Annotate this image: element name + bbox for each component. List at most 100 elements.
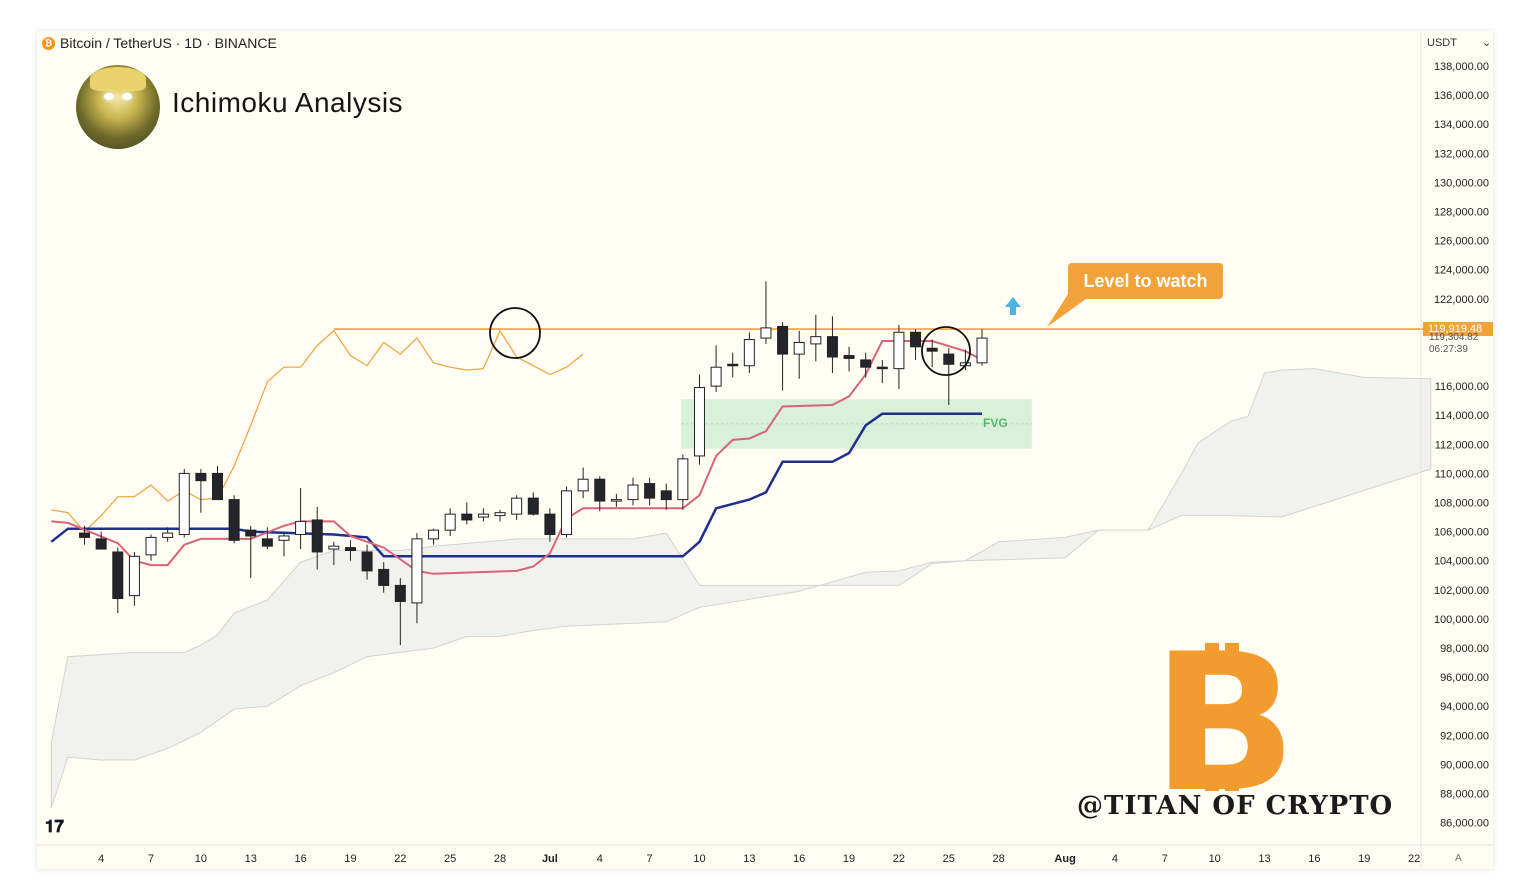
candle-body [677,458,689,501]
candle [943,348,955,406]
candle [810,314,822,362]
candle [212,466,223,501]
candle [344,540,356,561]
up-arrow-icon [1005,297,1021,315]
candle-body [727,363,739,367]
candle-body [577,478,589,492]
candle-body [477,513,489,518]
candle-body [893,331,905,370]
candle [876,359,888,384]
y-tick-label: 132,000.00 [1434,148,1489,160]
author-avatar [76,65,160,149]
candles-layer[interactable] [79,281,988,646]
candle-body [344,547,356,552]
y-tick-label: 96,000.00 [1440,672,1489,684]
candle [693,374,705,465]
candle [760,281,772,344]
chart-canvas[interactable]: 138,000.00 136,000.00 134,000.00 132,000.00… [37,31,1493,869]
candle [610,493,622,507]
tradingview-logo[interactable]: 𝟏𝟕 [45,817,64,836]
candle [494,509,506,522]
x-tick-label: 13 [1258,853,1270,865]
y-tick-label: 136,000.00 [1434,90,1489,102]
axes-layer: 138,000.00 136,000.00 134,000.00 132,000.00… [37,31,1493,869]
y-tick-label: 124,000.00 [1434,265,1489,277]
y-tick-label: 106,000.00 [1434,527,1489,539]
candle [278,533,290,557]
candle [328,541,340,566]
y-tick-label: 90,000.00 [1440,759,1489,771]
candle [228,495,240,544]
candle [112,547,124,614]
candle [461,502,473,525]
x-tick-label: 10 [1209,853,1221,865]
highlight-circle-left [489,307,541,359]
current-price-tag: 119,919.48 [1423,322,1493,336]
candle-body [644,483,656,499]
candle [644,477,656,506]
candle [128,551,140,606]
candle-body [777,325,789,355]
candle [511,495,523,520]
bitcoin-logo: B [1152,613,1297,834]
y-tick-label: 114,000.00 [1435,410,1489,422]
y-tick-label: 134,000.00 [1434,119,1489,131]
x-tick-label: 10 [195,853,207,865]
candle-body [195,472,207,482]
candle-body [793,341,805,355]
analysis-title: Ichimoku Analysis [172,87,404,118]
candle-body [943,353,955,365]
y-tick-label: 112,000.00 [1435,439,1489,451]
x-tick-label: 4 [98,853,104,865]
y-tick-label: 98,000.00 [1440,643,1489,655]
candle [577,467,589,499]
bitcoin-logo-bar-bottom-right [1225,765,1239,791]
candle [295,487,307,550]
candle [976,329,988,366]
candle [361,544,373,580]
x-tick-label: Aug [1054,853,1075,865]
y-tick-label: 86,000.00 [1440,818,1489,830]
candle-body [112,551,124,600]
x-tick-label: 19 [1358,853,1370,865]
bar-countdown: 06:27:39 [1429,344,1468,355]
candle [594,476,606,512]
x-tick-label: 25 [943,853,955,865]
candle [178,469,190,538]
candle-body [311,519,323,553]
currency-selector[interactable]: USDT ⌄ [1427,36,1492,50]
x-tick-label: 7 [1162,853,1168,865]
y-tick-label: 102,000.00 [1434,585,1489,597]
candle-body [212,472,223,501]
candle-body [511,497,523,515]
candle [743,332,755,374]
candle [826,316,838,374]
ichimoku-cloud-layer [50,368,1432,809]
candle-body [594,478,606,502]
level-to-watch-label: Level to watch [1068,263,1223,299]
candle [145,534,157,561]
avatar-eye-right [122,93,132,100]
x-tick-label: 25 [444,853,456,865]
chevron-down-icon: ⌄ [1481,37,1492,49]
x-tick-label: 19 [843,853,855,865]
y-tick-label: 94,000.00 [1440,701,1489,713]
candle-body [278,535,290,541]
symbol-title-bar[interactable]: ₿ Bitcoin / TetherUS · 1D · BINANCE [42,35,277,51]
bitcoin-logo-bar-bottom-left [1205,765,1219,791]
y-tick-label: 100,000.00 [1434,614,1489,626]
x-tick-label: 16 [793,853,805,865]
candle-body [743,339,755,367]
auto-scale-button[interactable]: A [1455,853,1462,864]
candle-body [95,538,107,550]
candle [477,508,489,522]
candle-body [361,551,373,572]
y-tick-label: 88,000.00 [1440,789,1489,801]
x-tick-label: 16 [294,853,306,865]
x-tick-label: 22 [394,853,406,865]
y-tick-label: 110,000.00 [1435,468,1489,480]
candle [544,508,556,542]
candle-body [710,366,722,387]
candle [860,352,872,378]
x-tick-label: 13 [743,853,755,865]
